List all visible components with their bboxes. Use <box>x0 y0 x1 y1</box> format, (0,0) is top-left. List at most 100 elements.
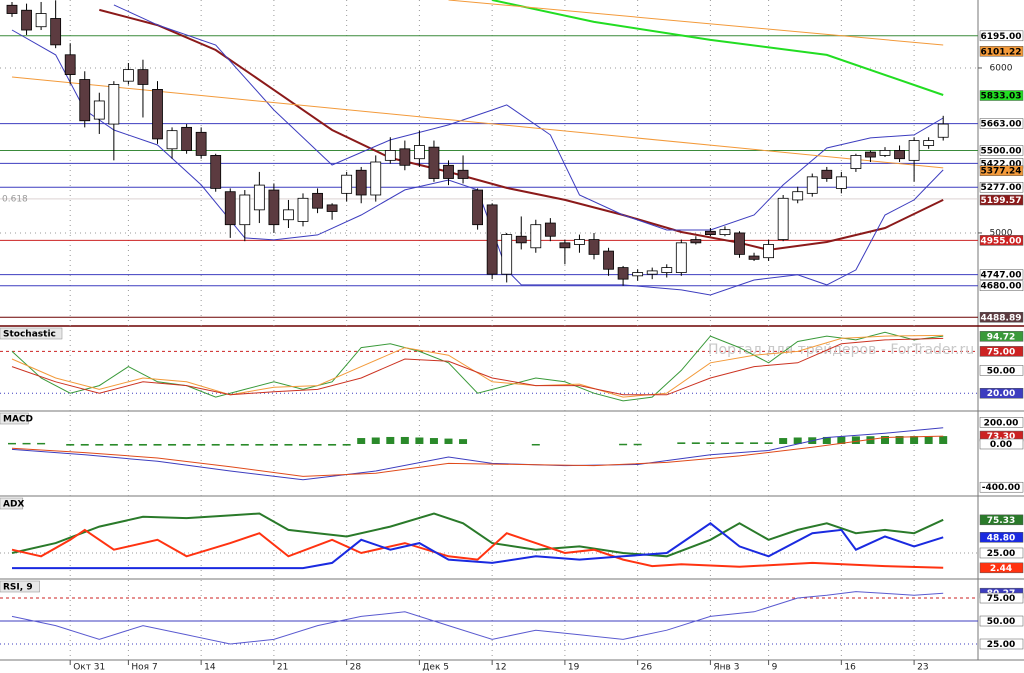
histogram-bar <box>459 439 468 444</box>
level-label: 75.00 <box>987 594 1015 604</box>
x-tick-label: 26 <box>641 663 653 673</box>
x-tick-label: 12 <box>495 663 506 673</box>
histogram-bar <box>240 443 249 446</box>
level-label-box <box>979 615 1024 627</box>
x-tick-label: Дек 5 <box>422 663 449 673</box>
level-label-box <box>979 547 1024 559</box>
histogram-bar <box>226 443 235 446</box>
indicator-line <box>11 591 944 645</box>
level-label-box <box>979 331 1024 342</box>
indicator-panel <box>0 591 978 645</box>
level-label: 6101.22 <box>981 47 1022 57</box>
panel-title: Stochastic <box>3 330 56 340</box>
level-label-box <box>979 280 1024 291</box>
candle-body <box>224 191 236 226</box>
level-label: 4747.00 <box>981 271 1022 281</box>
candle-body <box>603 250 614 270</box>
candle-body <box>181 126 193 151</box>
indicator-line <box>11 331 944 402</box>
level-label-box <box>979 638 1024 650</box>
candle-body <box>792 191 804 201</box>
histogram-bar <box>735 442 744 444</box>
histogram-bar <box>211 443 220 446</box>
candle-body <box>6 4 18 14</box>
candle-body <box>312 192 323 209</box>
histogram-bar <box>328 443 337 446</box>
histogram-bar <box>429 438 438 444</box>
level-label: 5377.24 <box>981 167 1022 177</box>
level-label-box <box>979 235 1024 246</box>
histogram-bar <box>269 443 278 446</box>
histogram-bar <box>750 442 759 444</box>
level-label: 50.00 <box>987 366 1015 376</box>
histogram-bar <box>182 443 191 446</box>
candle-body <box>763 244 774 259</box>
candle-body <box>821 169 833 179</box>
level-label: 5833.03 <box>981 92 1022 102</box>
histogram-bar <box>386 436 395 444</box>
indicator-line <box>11 427 944 481</box>
level-label: 25.00 <box>987 640 1015 650</box>
level-label-box <box>979 194 1024 206</box>
histogram-bar <box>342 443 351 446</box>
candle-body <box>632 272 644 277</box>
histogram-bar <box>691 442 700 444</box>
indicator-line <box>12 522 944 570</box>
indicator-line <box>11 512 944 558</box>
level-label-box <box>979 30 1024 42</box>
level-label-box <box>979 165 1024 176</box>
candle-body <box>908 140 920 161</box>
level-label-box <box>979 438 1024 450</box>
histogram-bar <box>124 443 133 446</box>
candle-body <box>588 239 600 255</box>
candle-body <box>879 150 891 156</box>
candle-body <box>661 267 673 273</box>
candle-body <box>705 230 716 235</box>
indicator-line <box>11 334 944 398</box>
candle-body <box>646 270 658 275</box>
fib-label: 0.618 <box>2 194 28 204</box>
candle-body <box>777 197 789 240</box>
candle-body <box>413 145 425 160</box>
histogram-bar <box>677 442 686 444</box>
candle-body <box>472 189 484 226</box>
level-label-box <box>979 365 1024 376</box>
level-label: 4680.00 <box>981 282 1022 292</box>
histogram-bar <box>444 438 453 444</box>
x-tick-label: 9 <box>772 663 778 673</box>
indicator-line <box>11 528 944 569</box>
histogram-bar <box>197 443 206 446</box>
level-label-box <box>979 592 1024 604</box>
candle-body <box>719 229 731 235</box>
histogram-bar <box>400 436 409 444</box>
histogram-bar <box>837 436 846 444</box>
histogram-bar <box>910 436 919 444</box>
histogram-bar <box>8 442 16 445</box>
level-label-box <box>979 145 1024 156</box>
x-tick-label: 16 <box>844 663 856 673</box>
level-label: 5422.00 <box>981 159 1022 169</box>
candle-body <box>486 204 498 275</box>
candle-body <box>501 234 513 275</box>
histogram-bar <box>881 435 889 444</box>
candle-body <box>865 151 876 158</box>
histogram-bar <box>299 443 307 446</box>
level-label: 73.30 <box>987 432 1015 442</box>
histogram-bar <box>531 443 540 446</box>
histogram-bar <box>779 438 788 444</box>
x-tick-label: Ноя 7 <box>131 663 157 673</box>
histogram-bar <box>153 443 162 446</box>
indicator-line <box>11 337 944 396</box>
histogram-bar <box>939 436 948 444</box>
histogram-bar <box>720 442 729 444</box>
level-label-box <box>979 387 1024 399</box>
candle-body <box>210 155 222 189</box>
level-label: 0.00 <box>990 440 1012 450</box>
level-label-box <box>979 90 1024 101</box>
level-label-box <box>979 514 1024 526</box>
candle-body <box>443 164 454 179</box>
histogram-bar <box>109 443 118 446</box>
histogram-bar <box>168 443 177 446</box>
candle-body <box>559 242 571 249</box>
